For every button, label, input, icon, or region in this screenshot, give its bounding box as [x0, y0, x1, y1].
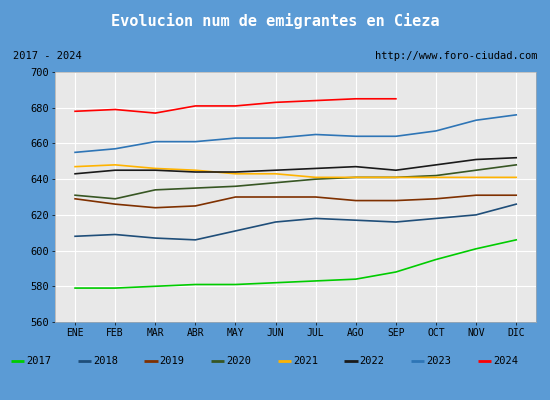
Text: Evolucion num de emigrantes en Cieza: Evolucion num de emigrantes en Cieza	[111, 13, 439, 29]
Text: 2022: 2022	[360, 356, 384, 366]
Text: 2021: 2021	[293, 356, 318, 366]
Text: 2018: 2018	[93, 356, 118, 366]
Text: 2020: 2020	[226, 356, 251, 366]
Text: 2024: 2024	[493, 356, 518, 366]
Text: http://www.foro-ciudad.com: http://www.foro-ciudad.com	[375, 51, 537, 61]
Text: 2019: 2019	[160, 356, 185, 366]
Text: 2017: 2017	[26, 356, 51, 366]
Text: 2017 - 2024: 2017 - 2024	[13, 51, 81, 61]
Text: 2023: 2023	[426, 356, 452, 366]
